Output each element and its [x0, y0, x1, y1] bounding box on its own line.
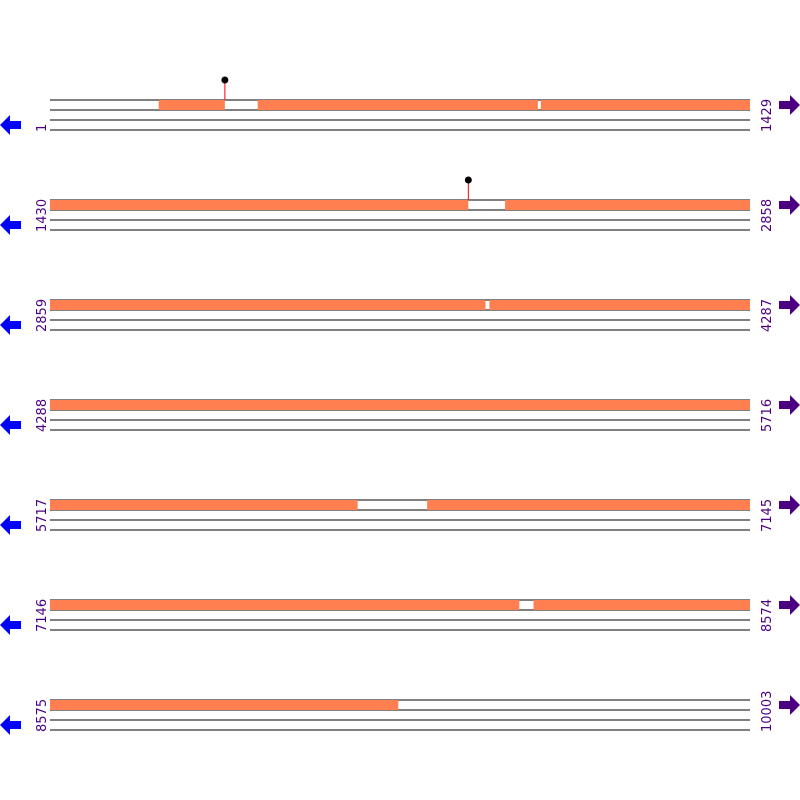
row-end-label: 2858: [760, 199, 775, 232]
row-start-label: 2859: [35, 299, 50, 332]
row-start-label: 1430: [35, 199, 50, 232]
marker-head-icon: [464, 176, 472, 184]
marker-head-icon: [221, 76, 229, 84]
arrow-left-icon: [0, 315, 21, 335]
sequence-row: 8575 10003: [0, 691, 800, 735]
arrow-right-icon: [779, 595, 800, 615]
arrow-right-icon: [779, 395, 800, 415]
feature-segment: [427, 500, 750, 510]
feature-segment: [257, 100, 538, 110]
arrow-left-icon: [0, 215, 21, 235]
feature-segment: [50, 700, 399, 710]
row-start-label: 4288: [35, 399, 50, 432]
arrow-left-icon: [0, 615, 21, 635]
arrow-left-icon: [0, 515, 21, 535]
arrow-right-icon: [779, 295, 800, 315]
arrow-left-icon: [0, 415, 21, 435]
feature-segment: [533, 600, 750, 610]
row-end-label: 7145: [760, 499, 775, 532]
sequence-row: 4288 5716: [0, 395, 800, 435]
feature-segment: [50, 400, 750, 410]
row-end-label: 10003: [760, 691, 775, 732]
sequence-row: 5717 7145: [0, 495, 800, 535]
row-end-label: 8574: [760, 599, 775, 632]
sequence-row: 7146 8574: [0, 595, 800, 635]
arrow-right-icon: [779, 195, 800, 215]
feature-segment: [50, 600, 520, 610]
feature-segment: [50, 300, 486, 310]
row-end-label: 4287: [760, 299, 775, 332]
sequence-row: 1 1429: [0, 76, 800, 135]
arrow-right-icon: [779, 495, 800, 515]
arrow-left-icon: [0, 115, 21, 135]
arrow-left-icon: [0, 715, 21, 735]
feature-segment: [489, 300, 750, 310]
arrow-right-icon: [779, 95, 800, 115]
row-start-label: 1: [35, 124, 50, 132]
row-end-label: 1429: [760, 99, 775, 132]
row-start-label: 5717: [35, 499, 50, 532]
row-end-label: 5716: [760, 399, 775, 432]
sequence-row: 1430 2858: [0, 176, 800, 235]
feature-segment: [158, 100, 225, 110]
sequence-row: 2859 4287: [0, 295, 800, 335]
row-start-label: 7146: [35, 599, 50, 632]
feature-segment: [50, 200, 469, 210]
row-start-label: 8575: [35, 699, 50, 732]
feature-segment: [505, 200, 750, 210]
feature-segment: [540, 100, 750, 110]
arrow-right-icon: [779, 695, 800, 715]
feature-segment: [50, 500, 358, 510]
